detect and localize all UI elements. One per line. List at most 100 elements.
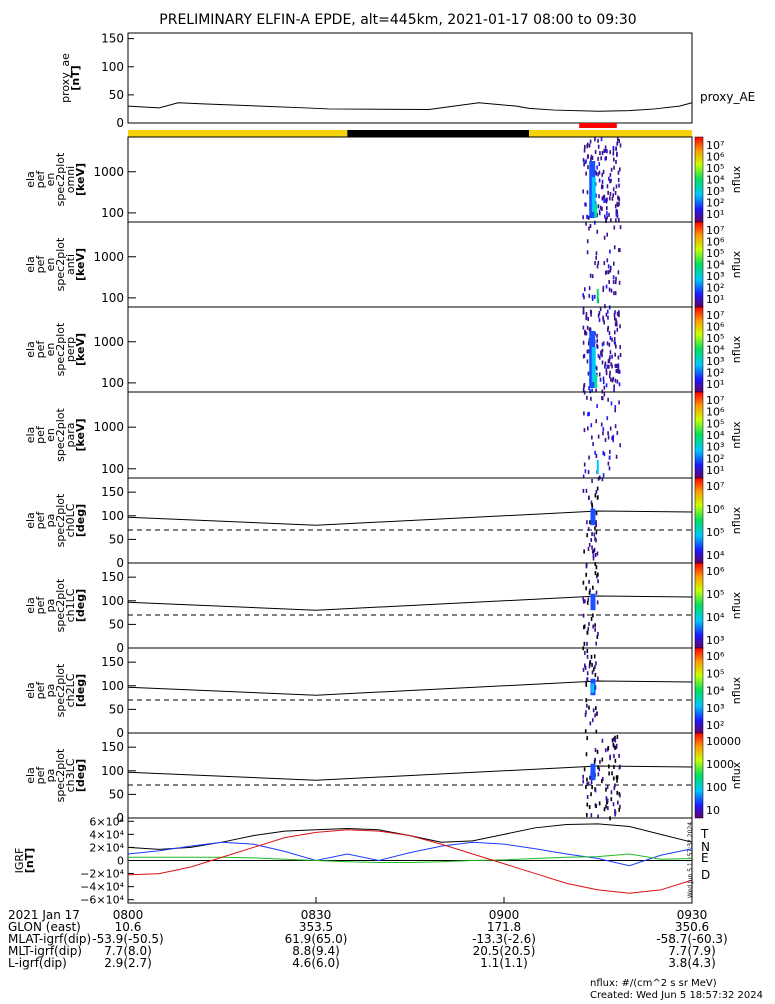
- axis-label-line: pef: [34, 170, 47, 189]
- spectrogram-cell: [585, 710, 587, 715]
- y-tick-label: 150: [101, 32, 124, 46]
- colorbar-5: [694, 562, 704, 649]
- spectrogram-cell: [619, 345, 621, 350]
- spectrogram-cell: [586, 359, 589, 364]
- y-tick-label: −4×10⁴: [80, 881, 124, 894]
- spectrogram-cell: [594, 672, 597, 677]
- igrf-series-T: [127, 823, 693, 850]
- spectrogram-cell: [592, 549, 595, 554]
- spectrogram-cell: [586, 703, 588, 708]
- spectrogram-cell: [604, 270, 607, 275]
- spectrogram-cell: [588, 215, 590, 220]
- spectrogram-cell: [615, 745, 618, 750]
- axis-label-line: ch0LC: [64, 503, 77, 537]
- spectrogram-cell: [608, 357, 611, 362]
- colorbar-tick: 10⁵: [706, 162, 724, 175]
- spectrogram-cell: [594, 526, 596, 531]
- spectrogram-cell: [591, 435, 593, 440]
- proxy-ae-line: [127, 102, 693, 112]
- science-zone-bar: [579, 123, 617, 128]
- spectrogram-cell: [583, 390, 586, 395]
- spectrogram-cell: [602, 380, 605, 385]
- spectrogram-cell: [606, 785, 609, 790]
- y-tick-label: 0: [116, 641, 124, 655]
- y-tick-label: 0: [116, 811, 124, 825]
- spectrogram-cell: [594, 261, 596, 266]
- panels: 150100500proxy_ae[nT]proxy_AE1000100elap…: [13, 32, 755, 907]
- spectrogram-cell: [616, 327, 619, 332]
- spectrogram-cell: [588, 455, 590, 460]
- spectrogram-cell: [588, 664, 591, 669]
- spectrogram-cell: [602, 341, 605, 346]
- spectrogram-cell: [583, 625, 585, 630]
- y-tick-label: 0: [116, 726, 124, 740]
- spectrogram-cell: [615, 218, 617, 223]
- y-tick-label: 150: [101, 655, 124, 669]
- y-tick-label: 0: [116, 116, 124, 130]
- spectrogram-cell: [587, 597, 590, 602]
- spectrogram-cell: [616, 214, 619, 219]
- footer-value: -13.3(-2.6): [472, 932, 536, 946]
- spectrogram-cell: [583, 641, 586, 646]
- spectrogram-cell: [590, 500, 593, 505]
- spectrogram-cell: [617, 177, 620, 182]
- colorbar-tick: 10⁶: [706, 650, 725, 663]
- spectrogram-cell: [591, 549, 594, 554]
- spectrogram-cell: [609, 172, 612, 177]
- spectrogram-cell: [587, 341, 590, 346]
- axis-label-line: ch1LC: [64, 588, 77, 622]
- spectrogram-cell: [615, 368, 618, 373]
- spectrogram-cell: [586, 600, 589, 605]
- spectrogram-cell: [598, 318, 601, 323]
- axis-label-line: ch2LC: [64, 673, 77, 707]
- spectrogram-cell: [604, 364, 606, 369]
- spectrogram-cell: [612, 434, 615, 439]
- axis-label-line: [deg]: [74, 589, 87, 622]
- spectrogram-cell: [602, 315, 604, 320]
- axis-label-line: [keV]: [74, 418, 87, 451]
- colorbar-7: [694, 732, 704, 819]
- footer-value: 3.8(4.3): [668, 956, 716, 970]
- spectrogram-cell: [594, 536, 596, 541]
- spectrogram-cell: [612, 145, 615, 150]
- colorbar-tick: 10⁵: [706, 247, 724, 260]
- spectrogram-cell: [617, 355, 620, 360]
- colorbar-tick: 10⁶: [706, 321, 725, 334]
- spectrogram-cell: [609, 249, 611, 254]
- spectrogram-cell: [614, 363, 617, 368]
- spectrogram-cell: [591, 388, 593, 393]
- spectrogram-cell: [613, 337, 616, 342]
- spectrogram-cell: [586, 782, 588, 787]
- spectrogram-cell: [598, 372, 601, 377]
- spectrogram-cell: [607, 359, 610, 364]
- spectrogram-cell: [595, 489, 598, 494]
- colorbar-label: nflux: [730, 506, 743, 534]
- spectrogram-cell: [601, 172, 604, 177]
- axis-label-line: ela: [24, 427, 37, 444]
- spectrogram-cell: [613, 754, 615, 759]
- spectrogram-cell: [588, 143, 591, 148]
- spectrogram-cell: [592, 585, 594, 590]
- colorbar-tick: 10²: [706, 367, 724, 380]
- colorbar-tick: 1000: [706, 758, 734, 771]
- spectrogram-cell: [619, 225, 622, 230]
- spectrogram-cell: [584, 712, 587, 717]
- spectrogram-cell: [611, 196, 614, 201]
- spectrogram-cell: [588, 349, 590, 354]
- spectrogram-cell: [609, 191, 612, 196]
- colorbar-label: nflux: [730, 761, 743, 789]
- spectrogram-cell: [588, 386, 590, 391]
- spectrogram-cell: [588, 705, 590, 710]
- spectrogram-cell: [594, 571, 597, 576]
- spectrogram-cell: [595, 530, 598, 535]
- spectrogram-cell: [595, 193, 597, 198]
- loss-cone-line: [127, 680, 693, 696]
- spectrogram-cell: [594, 149, 597, 154]
- spectrogram-cell: [606, 327, 609, 332]
- footer-value: 20.5(20.5): [473, 944, 536, 958]
- spectrogram-cell: [585, 331, 588, 336]
- spectrogram-cell: [604, 361, 607, 366]
- spectrogram-cell: [612, 193, 615, 198]
